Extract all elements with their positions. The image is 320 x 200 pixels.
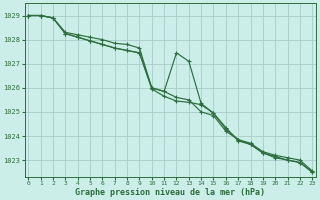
- X-axis label: Graphe pression niveau de la mer (hPa): Graphe pression niveau de la mer (hPa): [75, 188, 265, 197]
